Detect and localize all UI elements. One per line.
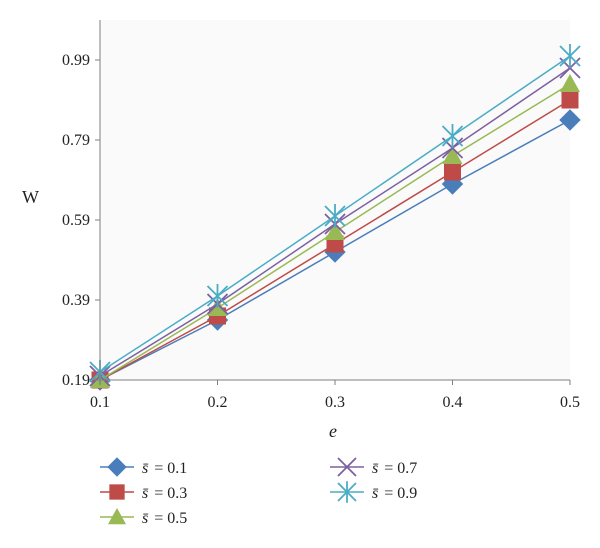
y-tick-label: 0.19 — [62, 372, 90, 389]
legend-item: s̄ = 0.3 — [100, 484, 187, 502]
x-tick-label: 0.2 — [208, 394, 228, 411]
x-tick-label: 0.3 — [325, 394, 345, 411]
series-layer — [89, 44, 581, 391]
legend-value: = 0.9 — [384, 485, 417, 502]
data-point-triangle — [325, 222, 345, 240]
x-tick-label: 0.1 — [90, 394, 110, 411]
legend-item: s̄ = 0.1 — [100, 457, 187, 477]
legend-item: s̄ = 0.5 — [100, 508, 187, 527]
y-tick-label: 0.99 — [62, 52, 90, 69]
data-point-triangle — [442, 146, 463, 164]
legend-value: = 0.5 — [154, 510, 187, 527]
legend-marker-asterisk — [337, 481, 357, 503]
y-axis-title: W — [22, 187, 39, 207]
plot-area — [100, 20, 570, 380]
legend-label: s̄ = 0.5 — [142, 510, 187, 527]
legend-marker-triangle — [108, 508, 126, 525]
legend-symbol: s̄ — [372, 485, 378, 502]
legend: s̄ = 0.1 s̄ = 0.3 s̄ = 0.5 s̄ = 0.7 s̄ = 0.9 — [100, 457, 417, 527]
legend-marker-square — [109, 484, 125, 500]
data-point-diamond — [559, 109, 581, 131]
legend-value: = 0.1 — [154, 460, 187, 477]
legend-symbol: s̄ — [372, 460, 378, 477]
y-tick-label: 0.39 — [62, 292, 90, 309]
legend-value: = 0.3 — [154, 485, 187, 502]
y-tick-label: 0.59 — [62, 212, 90, 229]
x-tick-labels: 0.1 0.2 0.3 0.4 0.5 — [90, 380, 580, 411]
legend-marker-diamond — [107, 457, 127, 477]
legend-symbol: s̄ — [142, 485, 148, 502]
data-point-triangle — [560, 74, 580, 92]
x-tick-label: 0.4 — [443, 394, 463, 411]
x-axis-title: e — [329, 421, 337, 441]
data-point-asterisk — [441, 124, 464, 148]
data-point-asterisk — [324, 204, 346, 228]
data-point-square — [444, 163, 461, 181]
legend-label: s̄ = 0.3 — [142, 485, 187, 502]
data-point-asterisk — [559, 44, 581, 68]
y-tick-labels: 0.19 0.39 0.59 0.79 0.99 — [62, 52, 100, 389]
legend-value: = 0.7 — [384, 460, 417, 477]
legend-label: s̄ = 0.1 — [142, 460, 187, 477]
legend-marker-x — [337, 457, 357, 477]
legend-label: s̄ = 0.7 — [372, 460, 417, 477]
legend-item: s̄ = 0.7 — [330, 457, 417, 477]
data-point-asterisk — [206, 284, 229, 308]
legend-symbol: s̄ — [142, 460, 148, 477]
legend-label: s̄ = 0.9 — [372, 485, 417, 502]
legend-symbol: s̄ — [142, 510, 148, 527]
legend-item: s̄ = 0.9 — [330, 481, 417, 503]
x-tick-label: 0.5 — [560, 394, 580, 411]
data-point-square — [561, 91, 579, 109]
y-tick-label: 0.79 — [62, 132, 90, 149]
